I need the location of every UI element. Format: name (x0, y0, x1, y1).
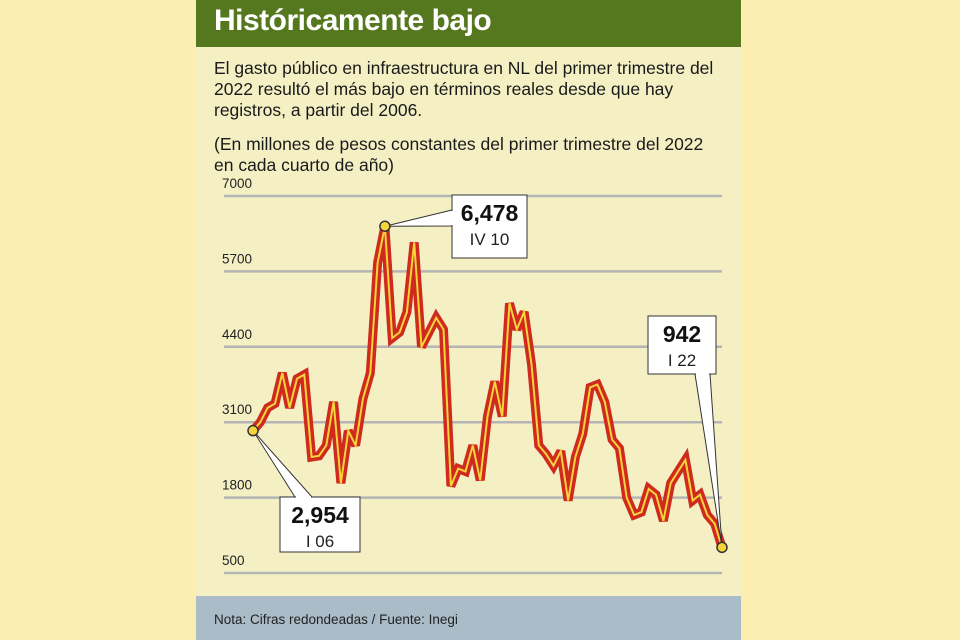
callout-seam (296, 496, 311, 499)
highlight-point (379, 220, 391, 233)
callout-box (279, 496, 361, 553)
source-note: Nota: Cifras redondeadas / Fuente: Inegi (214, 612, 458, 627)
y-tick-label: 500 (222, 553, 245, 568)
callout-box (451, 194, 528, 259)
title-bar: Históricamente bajo (196, 0, 741, 47)
chart-description: El gasto público en infraestructura en N… (214, 58, 714, 120)
series-line-inner (252, 226, 723, 548)
footer-bar: Nota: Cifras redondeadas / Fuente: Inegi (196, 596, 741, 640)
units-note: (En millones de pesos constantes del pri… (214, 134, 704, 175)
callout-box (647, 315, 717, 375)
y-tick-label: 1800 (222, 478, 252, 493)
data-label-value: 6,478 (461, 200, 519, 226)
data-label-period: IV 10 (470, 230, 510, 249)
callout-pointer (384, 209, 453, 227)
data-label-value: 2,954 (291, 502, 349, 528)
y-tick-label: 5700 (222, 251, 252, 266)
callout-seam (451, 211, 454, 225)
y-tick-label: 4400 (222, 327, 252, 342)
data-label-period: I 06 (306, 532, 334, 551)
callout-pointer (252, 430, 314, 498)
callout-seam (696, 372, 709, 375)
data-label-value: 942 (663, 321, 701, 347)
y-tick-label: 7000 (222, 176, 252, 191)
data-label-period: I 22 (668, 351, 696, 370)
highlight-point (716, 541, 728, 554)
highlight-point (247, 424, 259, 437)
chart-title: Históricamente bajo (214, 4, 492, 37)
y-tick-label: 3100 (222, 402, 252, 417)
